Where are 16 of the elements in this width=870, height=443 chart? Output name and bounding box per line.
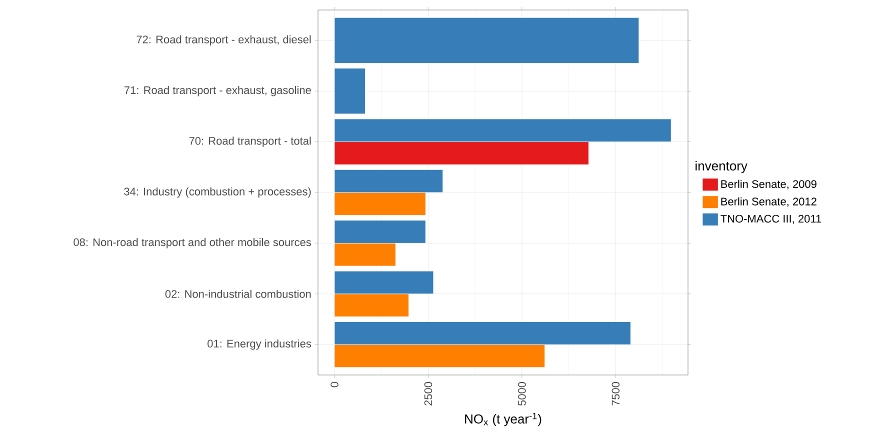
x-axis-title: NO$_{x}$ (t year$^{-1}$) [465,412,542,426]
x-tick-label: 2500 [424,382,432,406]
x-tick-label: 7500 [612,382,620,406]
x-tick-label: 0 [330,382,338,388]
y-tick-label: 70: Road transport - total [189,136,311,147]
y-tick-label: 34: Industry (combustion + processes) [124,187,311,198]
legend-label: Berlin Senate, 2009 [721,180,816,190]
y-tick-label: 72: Road transport - exhaust, diesel [136,35,311,46]
legend-title: inventory [696,160,748,174]
legend-label: TNO-MACC III, 2011 [720,214,822,224]
y-tick-label: 08: Non-road transport and other mobile sources [74,238,312,248]
x-tick-label: 5000 [518,382,526,406]
y-tick-label: 01: Energy industries [208,339,312,350]
legend-label: Berlin Senate, 2012 [721,197,816,207]
y-tick-label: 71: Road transport - exhaust, gasoline [124,86,311,96]
y-tick-label: 02: Non-industrial combustion [165,290,311,298]
